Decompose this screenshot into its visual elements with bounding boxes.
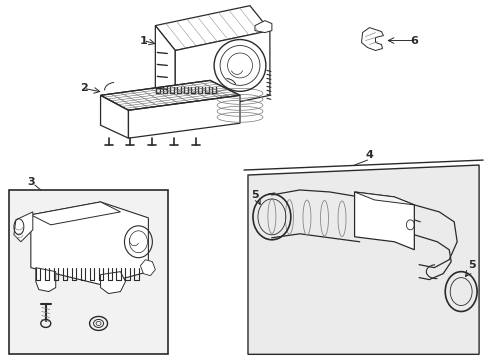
Polygon shape <box>36 268 56 292</box>
Polygon shape <box>140 260 155 276</box>
Polygon shape <box>155 6 269 50</box>
Text: 1: 1 <box>139 36 147 46</box>
Polygon shape <box>31 202 120 225</box>
Polygon shape <box>31 202 148 285</box>
Text: 2: 2 <box>80 84 87 93</box>
Polygon shape <box>354 192 413 205</box>
Text: 3: 3 <box>27 177 35 187</box>
Polygon shape <box>155 26 175 110</box>
Polygon shape <box>101 80 240 110</box>
Polygon shape <box>361 28 383 50</box>
Polygon shape <box>175 31 269 115</box>
Text: 5: 5 <box>251 190 258 200</box>
Text: 6: 6 <box>409 36 417 46</box>
Polygon shape <box>354 192 413 250</box>
Polygon shape <box>247 165 478 354</box>
Text: 5: 5 <box>468 260 475 270</box>
Polygon shape <box>14 212 33 242</box>
Polygon shape <box>254 21 271 32</box>
Polygon shape <box>101 95 128 138</box>
Polygon shape <box>101 272 125 293</box>
Polygon shape <box>128 95 240 138</box>
Text: 4: 4 <box>365 150 373 160</box>
Polygon shape <box>9 190 168 354</box>
